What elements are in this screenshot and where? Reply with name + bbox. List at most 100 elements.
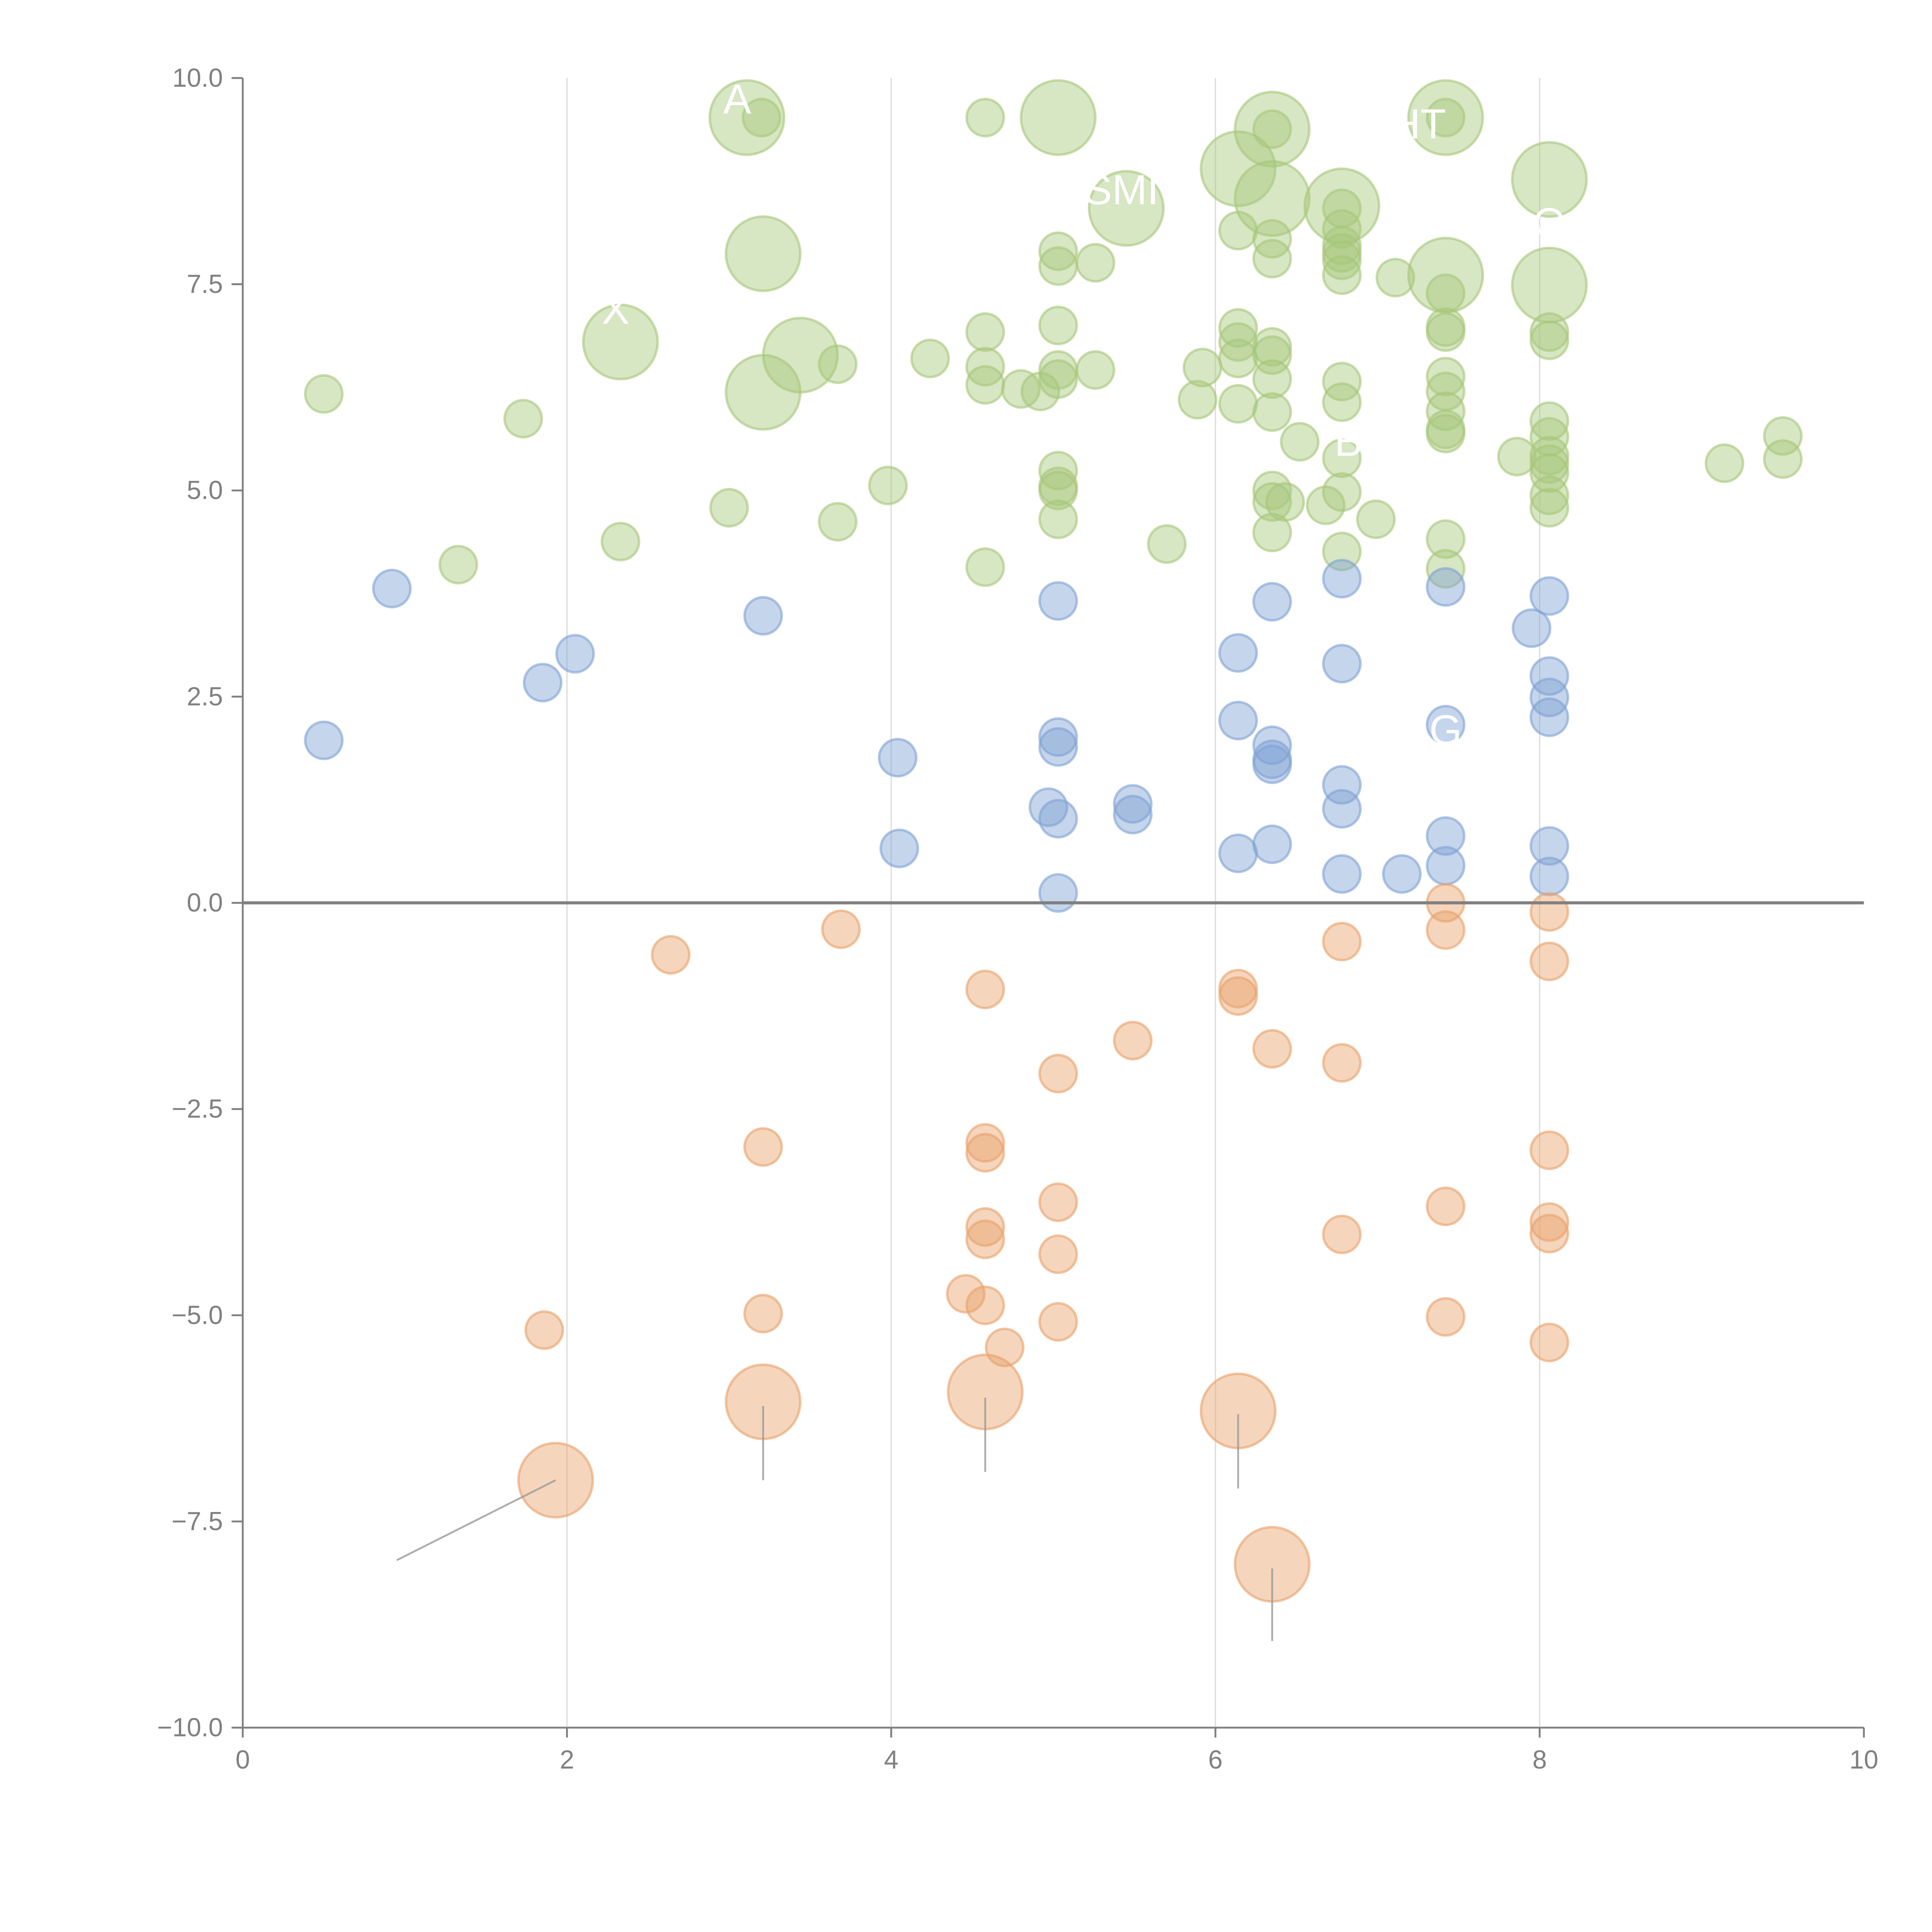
data-point-green [582, 303, 659, 381]
data-point-green [1704, 443, 1745, 483]
y-tick-label: 7.5 [187, 270, 223, 299]
point-label: B [1334, 418, 1362, 465]
data-point-orange [1322, 1214, 1362, 1254]
data-point-green [1425, 357, 1466, 396]
data-point-green [1529, 320, 1570, 361]
data-point-green [1265, 482, 1305, 522]
data-point-green [1511, 247, 1588, 324]
data-point-green [965, 98, 1005, 138]
data-point-orange [1038, 1054, 1078, 1094]
data-point-blue [1529, 856, 1570, 896]
data-point-green [965, 365, 1005, 405]
data-point-blue [1529, 697, 1570, 737]
data-points [304, 79, 1803, 1603]
data-point-green [304, 374, 344, 414]
data-point-orange [1252, 1029, 1292, 1069]
data-point-orange [965, 1123, 1005, 1163]
data-point-green [1425, 98, 1466, 138]
data-point-green [1529, 436, 1570, 476]
y-tick-label: −10.0 [157, 1713, 223, 1742]
x-tick-label: 0 [235, 1745, 250, 1774]
data-point-orange [946, 1274, 986, 1314]
data-point-green [1356, 499, 1396, 539]
data-point-green [1088, 170, 1165, 247]
data-point-green [1218, 322, 1258, 362]
data-point-green [1529, 488, 1570, 528]
data-point-green [1020, 79, 1097, 156]
data-point-orange [1038, 1182, 1078, 1222]
data-point-blue [1252, 744, 1292, 784]
data-point-green [724, 215, 802, 292]
data-point-green [1038, 231, 1078, 271]
data-point-green [1252, 239, 1292, 279]
data-point-green [1425, 519, 1466, 559]
data-point-orange [1038, 1302, 1078, 1342]
data-point-orange [965, 969, 1005, 1009]
data-point-orange [743, 1294, 783, 1333]
y-tick-label: −2.5 [172, 1095, 223, 1124]
data-point-blue [372, 568, 412, 609]
data-point-orange [1322, 922, 1362, 962]
data-point-blue [743, 596, 783, 636]
data-point-blue [1425, 846, 1466, 886]
data-point-blue [1038, 581, 1078, 621]
data-point-green [1252, 109, 1292, 149]
data-point-green [1511, 141, 1588, 218]
data-point-green [1306, 485, 1346, 525]
data-point-orange [1425, 1186, 1466, 1226]
data-point-green [1038, 470, 1078, 510]
data-point-blue [1382, 854, 1422, 894]
axis-ticks: 0 2 4 6 8 10 10.0 7.5 5.0 2.5 0.0 −2.5 −5.0 −7.5 −10.0 [157, 63, 1879, 1774]
data-point-blue [1425, 567, 1466, 607]
data-point-green [1199, 130, 1277, 207]
data-point-green [1218, 338, 1258, 378]
y-tick-label: 0.0 [187, 888, 223, 917]
data-point-blue [1322, 789, 1362, 829]
data-point-green [1322, 255, 1362, 295]
data-point-green [1322, 472, 1362, 512]
data-point-green [1322, 240, 1362, 280]
data-point-orange [1529, 1202, 1570, 1242]
data-point-orange [965, 1285, 1005, 1325]
data-point-orange [1529, 1130, 1570, 1170]
data-point-green [709, 488, 749, 528]
data-point-blue [1322, 644, 1362, 684]
x-tick-label: 10 [1849, 1745, 1878, 1774]
data-point-orange [965, 1207, 1005, 1247]
data-point-green [1182, 347, 1223, 388]
point-label: X [602, 286, 630, 333]
data-point-green [1529, 475, 1570, 515]
data-point-orange [651, 935, 691, 975]
data-point-green [1529, 312, 1570, 352]
data-point-blue [1038, 799, 1078, 839]
data-point-blue [1218, 833, 1258, 873]
data-point-green [708, 79, 786, 156]
data-point-green [1252, 392, 1292, 432]
data-point-orange [965, 1219, 1005, 1259]
data-point-green [600, 522, 641, 561]
data-point-blue [1529, 656, 1570, 696]
data-point-blue [1425, 816, 1466, 856]
data-point-orange [821, 909, 861, 949]
data-point-green [1322, 531, 1362, 571]
point-annotations: A X SMI HT O B G [602, 76, 1566, 754]
data-point-green [1529, 401, 1570, 441]
data-point-green [1425, 312, 1466, 352]
data-point-green [910, 338, 950, 378]
data-point-blue [1038, 727, 1078, 767]
data-point-green [1529, 444, 1570, 484]
point-label: A [723, 76, 751, 123]
data-point-green [1147, 524, 1187, 564]
data-point-green [1407, 79, 1484, 156]
data-point-orange [1038, 1234, 1078, 1274]
data-point-blue [1218, 633, 1258, 673]
data-point-orange [1425, 1297, 1466, 1337]
data-point-green [1425, 413, 1466, 454]
data-point-orange [1113, 1020, 1153, 1061]
data-point-green [1252, 335, 1292, 375]
data-point-green [1322, 209, 1362, 249]
data-point-green [1075, 350, 1116, 390]
data-point-green [1075, 243, 1116, 283]
data-point-green [1763, 416, 1803, 456]
